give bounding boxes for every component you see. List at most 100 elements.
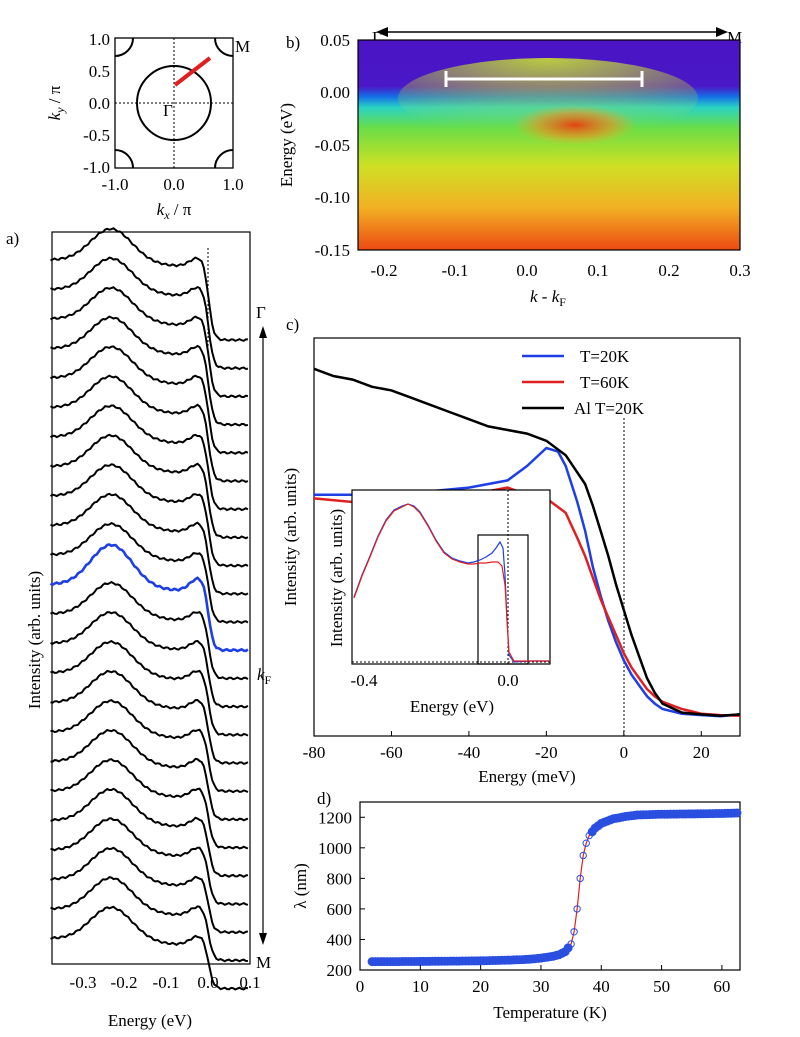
panel-d-label: d)	[317, 789, 331, 808]
k-path-kf: kF	[257, 665, 272, 687]
c-legend: T=20K T=60K Al T=20K	[522, 347, 645, 418]
d-point	[573, 905, 581, 913]
panel-c: c) -80 -60 -40 -20 0 20 Energy (meV) Intensit…	[281, 315, 741, 786]
bz-ytick: 0.5	[89, 62, 110, 81]
d-ytick: 1200	[318, 808, 352, 827]
edc-curve	[50, 787, 249, 878]
bz-ytick: 1.0	[89, 30, 110, 49]
arrow-head-right	[716, 27, 728, 37]
panel-a-xlabel: Energy (eV)	[108, 1011, 192, 1030]
c-xtick: -80	[303, 743, 326, 762]
k-path-arrow-down	[259, 933, 267, 945]
inset-ylabel: Intensity (arb. units)	[327, 509, 346, 647]
arpes-hotspot	[513, 105, 637, 145]
panel-b-label: b)	[286, 33, 300, 52]
bz-ytick: -0.5	[83, 126, 110, 145]
a-xtick: -0.2	[111, 973, 138, 992]
d-ytick: 1000	[318, 839, 352, 858]
legend-label-60k: T=60K	[580, 373, 630, 392]
d-ytick: 800	[327, 869, 353, 888]
d-fit-curve	[372, 812, 737, 963]
edc-curve	[50, 817, 249, 907]
b-ytick: -0.15	[315, 241, 350, 260]
d-points	[367, 808, 742, 967]
corner-pocket-br	[214, 149, 234, 169]
edc-curves	[49, 227, 249, 991]
edc-curve	[50, 846, 249, 935]
d-ytick: 400	[327, 930, 353, 949]
panel-d-xlabel: Temperature (K)	[493, 1003, 607, 1022]
d-xtick: 50	[653, 977, 670, 996]
b-xtick: -0.1	[442, 261, 469, 280]
panel-c-xlabel: Energy (meV)	[478, 767, 575, 786]
edc-curve	[49, 404, 249, 512]
edc-curve	[50, 227, 248, 342]
c-inset: -0.4 0.0 Energy (eV) Intensity (arb. uni…	[327, 489, 551, 716]
bz-yticks: 1.0 0.5 0.0 -0.5 -1.0	[83, 30, 110, 177]
c-xticks: -80 -60 -40 -20 0 20	[303, 731, 710, 762]
d-point	[576, 874, 584, 883]
panel-c-label: c)	[286, 315, 299, 334]
panel-b-yticks: 0.05 0.00 -0.05 -0.10 -0.15	[315, 31, 350, 260]
b-xtick: 0.3	[729, 261, 750, 280]
b-ytick: -0.05	[315, 136, 350, 155]
bz-xlabel: kx / π	[157, 200, 192, 222]
panel-b-xticks: -0.2 -0.1 0.0 0.1 0.2 0.3	[371, 261, 751, 280]
c-xtick: -40	[458, 743, 481, 762]
edc-curve	[49, 374, 249, 484]
panel-c-frame	[313, 337, 741, 737]
bz-xtick: -1.0	[102, 175, 129, 194]
edc-curve	[50, 905, 248, 991]
bz-ylabel: ky / π	[45, 85, 67, 120]
edc-curve	[50, 669, 249, 765]
b-ytick: -0.10	[315, 188, 350, 207]
edc-curve	[50, 876, 248, 963]
panel-b: b) Γ M 0.05 0.00 -0.05 -0.10 -0.15 -0.2 …	[277, 27, 751, 309]
d-point	[570, 928, 578, 936]
bz-ytick: 0.0	[89, 94, 110, 113]
edc-curve	[50, 580, 249, 681]
edc-curve	[49, 345, 249, 455]
edc-curve	[50, 492, 249, 596]
edc-curve	[50, 639, 249, 737]
panel-b-gamma-label: Γ	[372, 28, 382, 47]
c-xtick: 20	[693, 743, 710, 762]
panel-a: a) -0.3 -0.2 -0.1 0.0 0.1 Energy (eV) In…	[6, 227, 272, 1030]
edc-curve	[49, 521, 249, 625]
b-ytick: 0.00	[320, 83, 350, 102]
d-point	[732, 808, 742, 818]
corner-pocket-bl	[114, 149, 134, 169]
c-series-line-0	[314, 446, 741, 718]
a-xtick: -0.3	[70, 973, 97, 992]
bz-m-label: M	[235, 37, 250, 56]
panel-d-ylabel: λ (nm)	[291, 863, 310, 909]
panel-a-label: a)	[6, 229, 19, 248]
d-point	[582, 839, 590, 847]
panel-a-ylabel: Intensity (arb. units)	[25, 571, 44, 709]
bz-gamma-label: Γ	[163, 101, 173, 120]
b-xtick: 0.1	[587, 261, 608, 280]
b-xtick: 0.2	[658, 261, 679, 280]
panel-b-xlabel: k - kF	[530, 287, 566, 309]
b-ytick: 0.05	[320, 31, 350, 50]
d-yticks: 200 400 600 800 1000 1200	[318, 808, 365, 980]
legend-label-al: Al T=20K	[574, 399, 645, 418]
a-xtick: 0.1	[239, 973, 260, 992]
arpes-frame	[357, 39, 741, 251]
panel-d: d) 200 400 600 800 1000 1200 0 10 20 30 40 50 60 Te…	[291, 789, 742, 1022]
bz-xtick: 0.0	[163, 175, 184, 194]
bz-xtick: 1.0	[222, 175, 243, 194]
inset-frame	[351, 489, 551, 665]
edc-curve	[50, 315, 249, 427]
inset-curve-60k	[353, 503, 549, 662]
arrow-head-left	[376, 27, 388, 37]
white-bar	[444, 71, 644, 87]
panel-d-frame	[359, 801, 741, 971]
edc-curve	[49, 463, 249, 568]
cut-line	[173, 56, 212, 87]
b-xtick: -0.2	[371, 261, 398, 280]
inset-xtick: 0.0	[497, 671, 518, 690]
bz-xticks: -1.0 0.0 1.0	[102, 175, 244, 194]
legend-label-20k: T=20K	[580, 347, 630, 366]
